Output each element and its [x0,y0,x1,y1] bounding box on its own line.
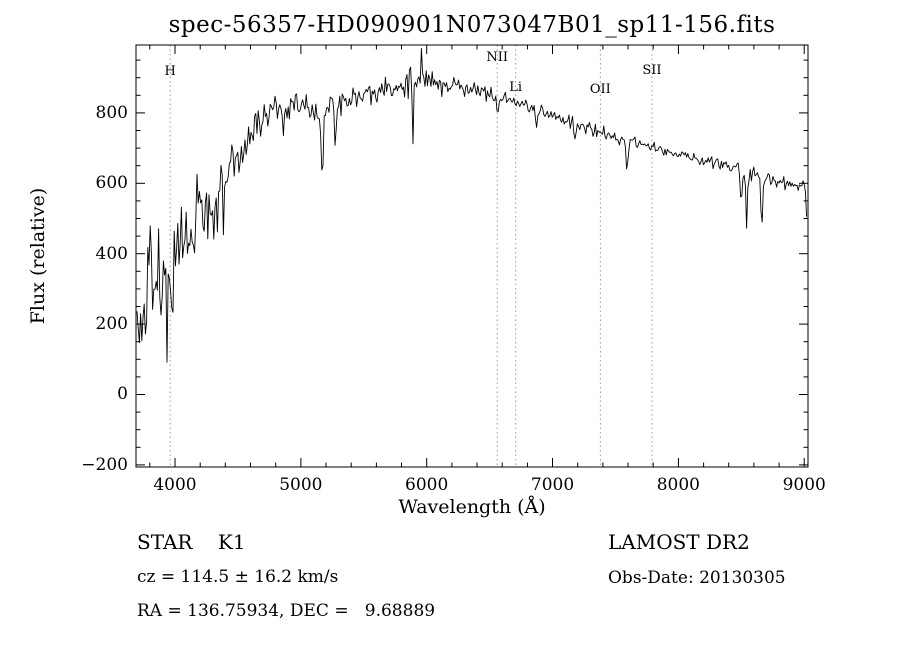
ra-dec-value: RA = 136.75934, DEC = 9.68889 [137,601,436,621]
line-marker-label-NII: NII [486,50,508,65]
x-tick-label: 7000 [530,475,575,495]
plot-title: spec-56357-HD090901N073047B01_sp11-156.f… [168,12,776,38]
object-class-label: STAR K1 [137,530,246,554]
y-tick-label: 800 [95,102,128,123]
y-tick-label: −200 [81,454,128,475]
x-axis-label: Wavelength (Å) [398,496,546,518]
x-tick-label: 5000 [279,475,323,495]
x-tick-label: 8000 [656,475,700,495]
x-tick-label: 4000 [153,475,197,495]
y-tick-label: 600 [95,173,128,194]
line-marker-label-H: H [164,64,176,79]
line-marker-label-OII: OII [589,82,611,97]
y-tick-label: 400 [95,243,128,264]
y-tick-label: 0 [117,384,128,405]
plot-frame [135,44,809,468]
spectral-line-markers [169,45,653,467]
line-marker-label-Li: Li [509,80,523,95]
x-tick-label: 6000 [405,475,449,495]
y-tick-label: 200 [95,314,128,335]
cz-value: cz = 114.5 ± 16.2 km/s [137,567,339,587]
axis-ticks [136,45,808,467]
obs-date: Obs-Date: 20130305 [608,568,786,588]
survey-label: LAMOST DR2 [608,530,750,554]
x-tick-label: 9000 [782,475,826,495]
spectrum-trace [136,48,808,363]
y-axis-label: Flux (relative) [27,187,49,325]
line-marker-label-SII: SII [642,63,662,78]
